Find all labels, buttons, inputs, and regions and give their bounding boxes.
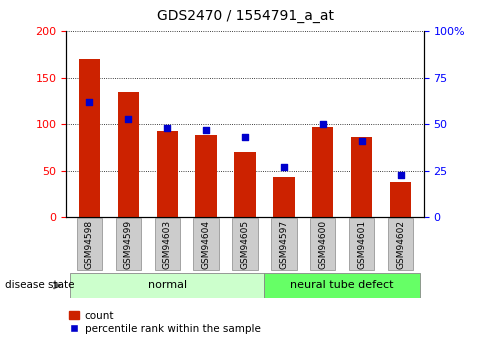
FancyBboxPatch shape (155, 218, 180, 270)
Text: GSM94597: GSM94597 (279, 219, 289, 269)
FancyBboxPatch shape (77, 218, 102, 270)
Text: GSM94602: GSM94602 (396, 219, 405, 269)
Legend: count, percentile rank within the sample: count, percentile rank within the sample (69, 310, 260, 334)
Text: GSM94598: GSM94598 (85, 219, 94, 269)
Bar (312, 127, 334, 217)
FancyBboxPatch shape (116, 218, 141, 270)
Text: GSM94601: GSM94601 (357, 219, 366, 269)
FancyBboxPatch shape (70, 273, 265, 298)
Text: GSM94604: GSM94604 (201, 219, 211, 269)
Point (396, 172, 404, 177)
Point (86, 99, 94, 105)
Bar (390, 182, 411, 217)
Bar (156, 131, 178, 217)
Point (124, 116, 132, 121)
Text: disease state: disease state (5, 280, 74, 290)
Text: GSM94603: GSM94603 (163, 219, 172, 269)
Bar (234, 152, 256, 217)
Bar (118, 91, 139, 217)
FancyBboxPatch shape (232, 218, 258, 270)
Text: neural tube defect: neural tube defect (291, 280, 394, 290)
Bar (273, 177, 294, 217)
Bar (351, 137, 372, 217)
Bar (79, 59, 100, 217)
FancyBboxPatch shape (388, 218, 413, 270)
Bar (196, 135, 217, 217)
Text: GSM94600: GSM94600 (318, 219, 327, 269)
FancyBboxPatch shape (265, 273, 420, 298)
Point (202, 127, 210, 132)
Point (358, 138, 366, 144)
FancyBboxPatch shape (194, 218, 219, 270)
Text: normal: normal (147, 280, 187, 290)
Point (319, 121, 327, 127)
FancyBboxPatch shape (271, 218, 296, 270)
Text: GDS2470 / 1554791_a_at: GDS2470 / 1554791_a_at (156, 9, 334, 23)
Point (280, 164, 288, 170)
Point (241, 135, 249, 140)
Text: GSM94599: GSM94599 (124, 219, 133, 269)
Point (163, 125, 171, 131)
Text: GSM94605: GSM94605 (241, 219, 249, 269)
FancyBboxPatch shape (310, 218, 335, 270)
FancyBboxPatch shape (349, 218, 374, 270)
